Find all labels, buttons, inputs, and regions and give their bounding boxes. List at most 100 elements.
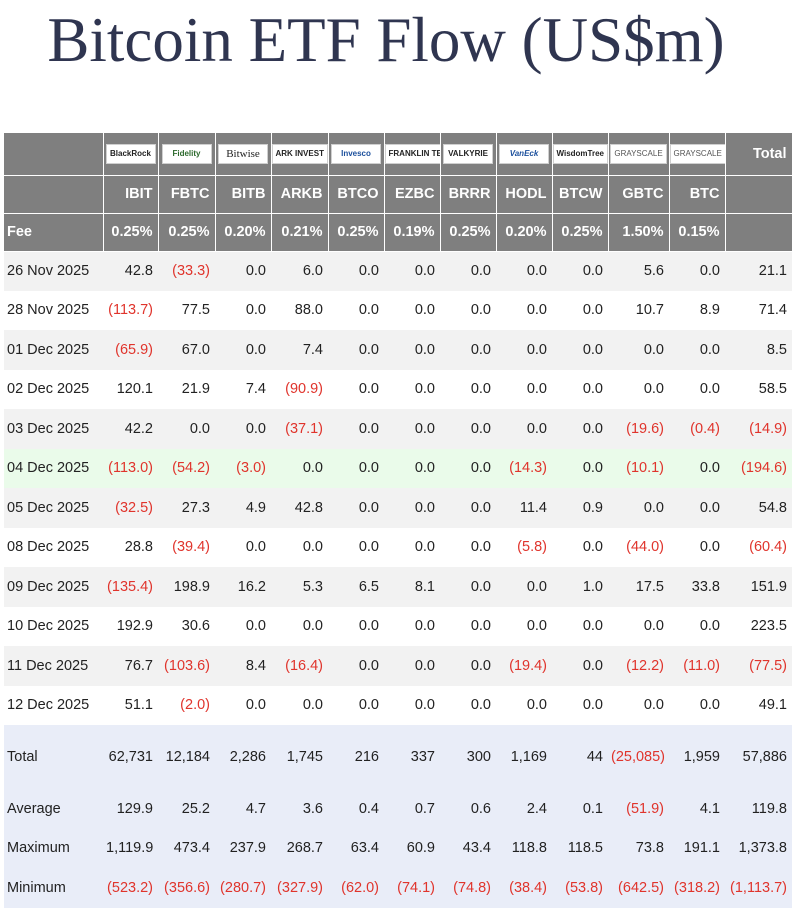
summary-value: (74.8) [440,868,496,908]
flow-value: 0.0 [526,618,547,635]
ticker-label: HODL [496,175,553,214]
flow-value: (32.5) [103,488,158,528]
summary-value: 0.4 [328,789,384,829]
issuer-logo: Invesco [331,143,381,164]
summary-value: 12,184 [158,725,215,789]
row-date: 26 Nov 2025 [4,251,103,291]
row-date: 10 Dec 2025 [7,618,90,635]
flow-value: 0.0 [669,251,725,291]
fee-value: 0.20% [215,213,272,252]
flow-value: 0.0 [582,302,603,319]
fee-row: Fee 0.25% 0.25% 0.20% 0.21% 0.25% 0.19% 0.25% 0.… [4,213,793,252]
flow-value: 0.0 [245,539,266,556]
issuer-logo: BlackRock [105,143,156,164]
summary-total: 119.8 [725,789,792,829]
ticker-label: FBTC [158,175,216,214]
ticker-label: ARKB [271,175,329,214]
table-row: 11 Dec 2025 76.7 (103.6) 8.4 (16.4) 0.0 0.0 0.0… [4,646,792,686]
summary-value: 216 [328,725,384,789]
flow-value: 0.0 [608,330,669,370]
summary-label: Average [4,789,103,829]
flow-value: (5.8) [517,539,547,556]
row-date: 02 Dec 2025 [7,381,90,398]
header-blank [725,175,793,214]
row-total: (194.6) [725,448,792,488]
flow-value: (113.7) [108,302,153,319]
row-date: 09 Dec 2025 [4,567,103,607]
fee-value: 1.50% [608,213,670,252]
flow-value: 33.8 [669,567,725,607]
flow-value: 0.0 [496,330,552,370]
summary-value: 300 [440,725,496,789]
row-date: 03 Dec 2025 [4,409,103,449]
ticker-label: BTCW [552,175,609,214]
summary-row: Total 62,731 12,184 2,286 1,745 216 337 300 1,16… [4,725,792,789]
flow-value: (10.1) [608,448,669,488]
row-date: 05 Dec 2025 [4,488,103,528]
row-total: (14.9) [725,409,792,449]
flow-value: (103.6) [158,646,215,686]
summary-value: 63.4 [328,828,384,868]
flow-value: 67.0 [158,330,215,370]
summary-row: Average 129.9 25.2 4.7 3.6 0.4 0.7 0.6 2.4 0.1 (51… [4,789,792,829]
flow-value: 0.0 [440,488,496,528]
issuer-logo-cell: Fidelity [158,133,216,176]
flow-value: 27.3 [158,488,215,528]
summary-value: (280.7) [215,868,271,908]
row-total: 21.1 [725,251,792,291]
flow-value: 0.0 [526,381,547,398]
flow-value: 0.0 [582,697,603,714]
flow-value: 0.0 [582,539,603,556]
issuer-logo: FRANKLIN TEMPLETON [384,143,439,164]
fee-value: 0.25% [552,213,609,252]
flow-value: 192.9 [116,618,153,635]
flow-value: 0.0 [582,381,603,398]
ticker-label: BRRR [440,175,497,214]
summary-value: (356.6) [158,868,215,908]
issuer-logo-cell: VanEck [496,133,553,176]
flow-value: 0.0 [526,697,547,714]
summary-label: Maximum [4,828,103,868]
flow-value: 51.1 [124,697,153,714]
fee-value: 0.25% [328,213,385,252]
issuer-logo-cell: Invesco [328,133,385,176]
flow-value: 0.0 [699,697,720,714]
flow-value: (54.2) [158,448,215,488]
summary-value: (318.2) [669,868,725,908]
flow-value: 0.0 [358,539,379,556]
summary-value: 43.4 [440,828,496,868]
summary-value: (62.0) [328,868,384,908]
summary-value: 60.9 [384,828,440,868]
flow-value: (90.9) [285,381,323,398]
flow-value: 21.9 [181,381,210,398]
flow-value: 0.0 [414,302,435,319]
flow-value: 28.8 [124,539,153,556]
summary-value: 1,745 [271,725,328,789]
summary-value: 337 [384,725,440,789]
flow-value: (11.0) [669,646,725,686]
flow-value: 0.0 [699,381,720,398]
flow-value: (113.0) [103,448,158,488]
flow-value: 10.7 [635,302,664,319]
summary-row: Minimum (523.2) (356.6) (280.7) (327.9) (62.0… [4,868,792,908]
summary-label: Total [4,725,103,789]
flow-value: 1.0 [552,567,608,607]
flow-value: 0.0 [440,251,496,291]
table-row: 10 Dec 2025 192.9 30.6 0.0 0.0 0.0 0.0 0.0 0.0 0.… [4,607,792,647]
row-date: 01 Dec 2025 [4,330,103,370]
flow-value: 0.0 [384,251,440,291]
flow-value: 0.0 [328,448,384,488]
issuer-logo-cell: VALKYRIE [440,133,497,176]
row-date: 11 Dec 2025 [4,646,103,686]
row-total: 58.5 [758,381,787,398]
flow-value: (39.4) [172,539,210,556]
ticker-label: BTC [669,175,726,214]
flow-value: 0.0 [302,539,323,556]
header-blank [4,175,104,214]
summary-row: Maximum 1,119.9 473.4 237.9 268.7 63.4 60.9 43.… [4,828,792,868]
summary-value: 25.2 [158,789,215,829]
issuer-logo-cell: GRAYSCALE [669,133,726,176]
flow-value: (33.3) [158,251,215,291]
flow-value: 0.0 [384,448,440,488]
flow-value: 0.0 [358,381,379,398]
